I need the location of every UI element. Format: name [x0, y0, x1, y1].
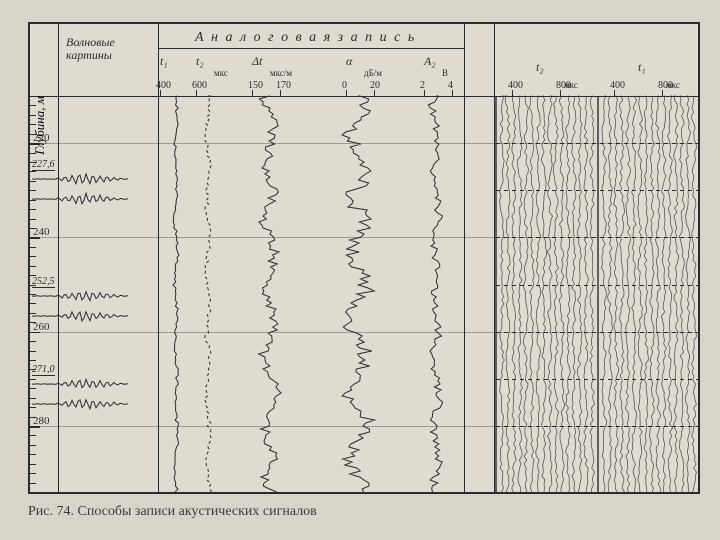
- analog-sub-sym: A₂: [424, 54, 436, 69]
- analog-sub-scale: 170: [276, 80, 291, 91]
- right-sub-sym: t₂: [536, 60, 544, 75]
- analog-sub-unit: мкс: [214, 68, 228, 78]
- analog-sub-unit: дБ/м: [364, 68, 382, 78]
- chart-frame: Глубина, м 220240260280 Волновые картины…: [28, 22, 700, 494]
- col-gap: [464, 24, 495, 492]
- analog-traces: [158, 96, 464, 492]
- seis-t1: [600, 96, 696, 492]
- analog-title-rule: [158, 48, 464, 49]
- analog-sub-unit: В: [442, 68, 448, 78]
- figure-caption: Рис. 74. Способы записи акустических сиг…: [28, 504, 317, 520]
- wave-pictures-title: Волновые картины: [66, 36, 156, 62]
- wave-picture-depth: 227,6: [32, 159, 55, 171]
- right-sub-unit: мкс: [564, 80, 578, 90]
- wave-picture-depth: 252,5: [32, 276, 55, 288]
- analog-sub-scale: 600: [192, 80, 207, 91]
- wave-picture-depth: 271,0: [32, 364, 55, 376]
- right-sub-sym: t₁: [638, 60, 646, 75]
- analog-sub-scale: 400: [156, 80, 171, 91]
- analog-sub-scale: 20: [370, 80, 380, 91]
- right-sub-scale: 400: [610, 80, 625, 91]
- analog-sub-sym: Δt: [252, 54, 262, 69]
- analog-sub-sym: t₂: [196, 54, 204, 69]
- analog-sub-sym: t₁: [160, 54, 168, 69]
- analog-sub-scale: 150: [248, 80, 263, 91]
- right-sub-unit: мкс: [666, 80, 680, 90]
- analog-title: А н а л о г о в а я з а п и с ь: [195, 30, 416, 46]
- col-wave-pictures: [58, 24, 159, 492]
- analog-sub-sym: α: [346, 54, 352, 69]
- right-sub-scale: 400: [508, 80, 523, 91]
- seis-t2: [498, 96, 594, 492]
- analog-sub-unit: мкс/м: [270, 68, 292, 78]
